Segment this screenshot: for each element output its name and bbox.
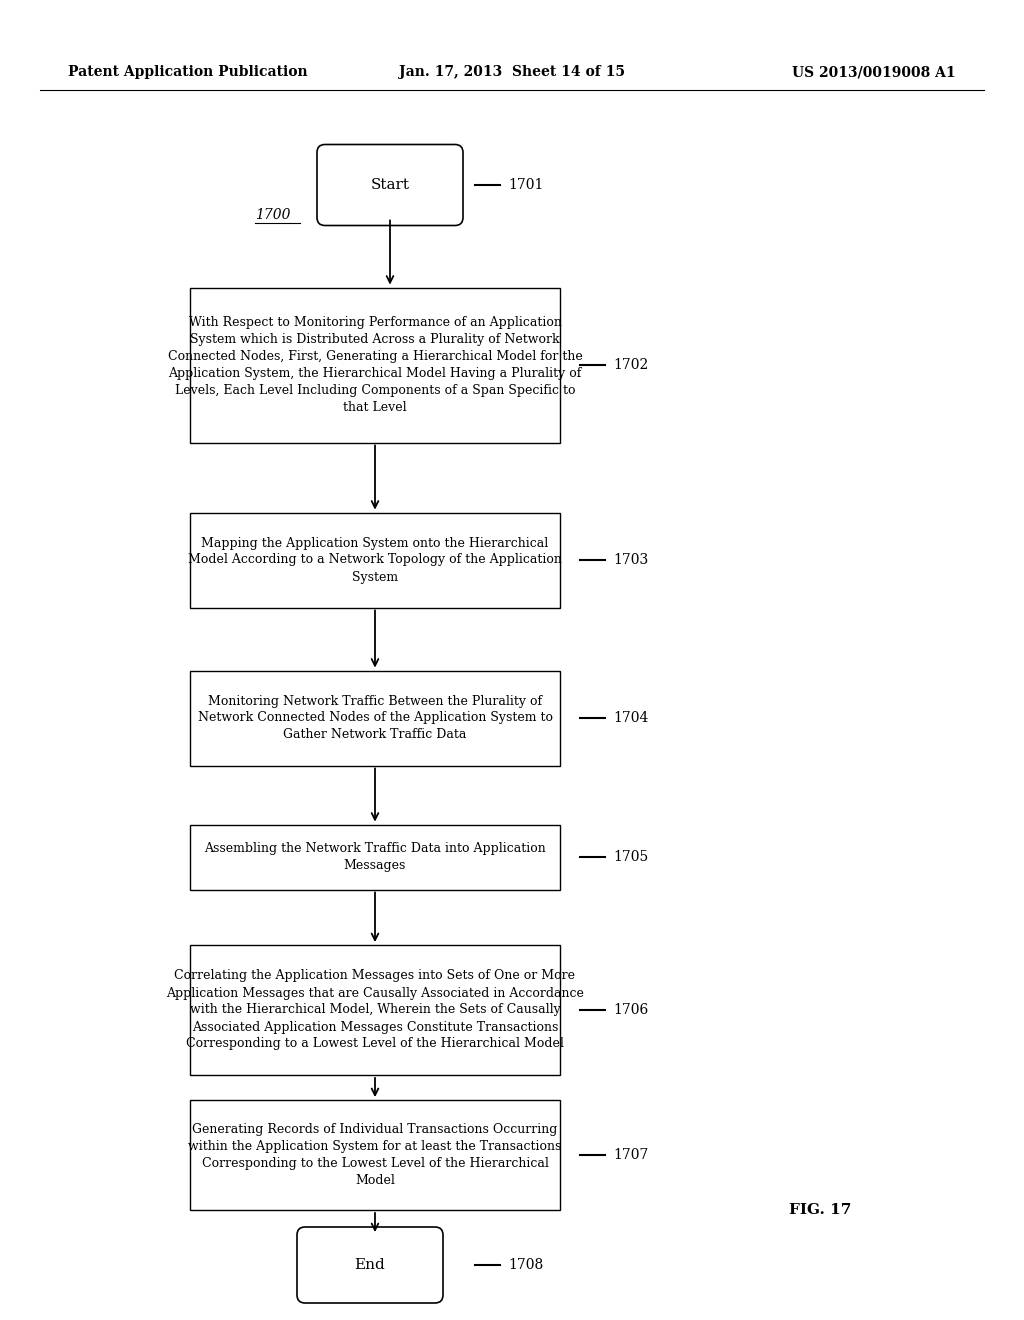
Bar — [190, 825, 560, 890]
Text: 1703: 1703 — [613, 553, 648, 568]
Text: 1706: 1706 — [613, 1003, 648, 1016]
Text: Assembling the Network Traffic Data into Application
Messages: Assembling the Network Traffic Data into… — [204, 842, 546, 873]
Text: US 2013/0019008 A1: US 2013/0019008 A1 — [793, 65, 956, 79]
Bar — [190, 288, 560, 442]
Text: 1702: 1702 — [613, 358, 648, 372]
Text: Patent Application Publication: Patent Application Publication — [68, 65, 307, 79]
Text: FIG. 17: FIG. 17 — [788, 1203, 851, 1217]
Text: Monitoring Network Traffic Between the Plurality of
Network Connected Nodes of t: Monitoring Network Traffic Between the P… — [198, 694, 553, 742]
Text: Jan. 17, 2013  Sheet 14 of 15: Jan. 17, 2013 Sheet 14 of 15 — [399, 65, 625, 79]
Text: With Respect to Monitoring Performance of an Application
System which is Distrib: With Respect to Monitoring Performance o… — [168, 315, 583, 414]
Text: Generating Records of Individual Transactions Occurring
within the Application S: Generating Records of Individual Transac… — [188, 1123, 562, 1187]
Bar — [190, 1100, 560, 1210]
Text: Mapping the Application System onto the Hierarchical
Model According to a Networ: Mapping the Application System onto the … — [188, 536, 562, 583]
Text: 1700: 1700 — [255, 209, 291, 222]
Bar — [190, 512, 560, 607]
Text: 1701: 1701 — [508, 178, 544, 191]
Text: End: End — [354, 1258, 385, 1272]
FancyBboxPatch shape — [297, 1228, 443, 1303]
Text: 1707: 1707 — [613, 1148, 648, 1162]
Bar — [190, 671, 560, 766]
Text: Start: Start — [371, 178, 410, 191]
Bar — [190, 945, 560, 1074]
FancyBboxPatch shape — [317, 144, 463, 226]
Text: Correlating the Application Messages into Sets of One or More
Application Messag: Correlating the Application Messages int… — [166, 969, 584, 1051]
Text: 1704: 1704 — [613, 711, 648, 725]
Text: 1708: 1708 — [508, 1258, 544, 1272]
Text: 1705: 1705 — [613, 850, 648, 865]
